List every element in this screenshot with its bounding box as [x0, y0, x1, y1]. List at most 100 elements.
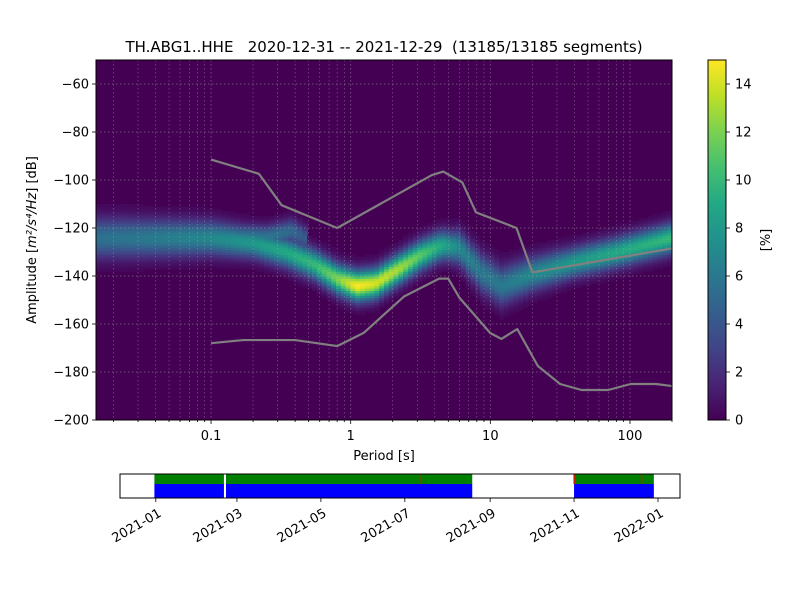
heatmap-cell [297, 225, 303, 229]
heatmap-cell [542, 242, 548, 246]
heatmap-cell [355, 268, 361, 272]
heatmap-cell [422, 273, 428, 277]
heatmap-cell [153, 264, 159, 267]
heatmap-cell [321, 268, 327, 272]
heatmap-cell [460, 271, 467, 275]
heatmap-cell [504, 290, 510, 294]
heatmap-cell [340, 288, 347, 291]
heatmap-cell [384, 273, 390, 277]
heatmap-cell [360, 273, 366, 277]
heatmap-cell [187, 266, 193, 270]
heatmap-cell [158, 230, 164, 234]
y-tick-label: −160 [53, 318, 89, 333]
heatmap-cell [297, 230, 303, 234]
heatmap-cell [556, 273, 563, 277]
heatmap-cell [139, 261, 145, 265]
heatmap-cell [465, 283, 471, 287]
heatmap-cell [388, 254, 395, 258]
heatmap-cell [340, 297, 347, 301]
heatmap-cell [576, 271, 582, 275]
heatmap-cell [216, 256, 222, 260]
heatmap-cell [427, 249, 433, 253]
heatmap-cell [158, 256, 164, 260]
heatmap-cell [100, 237, 107, 241]
heatmap-cell [470, 273, 476, 277]
heatmap-cell [590, 273, 596, 277]
heatmap-cell [120, 237, 126, 241]
heatmap-cell [312, 240, 318, 243]
heatmap-cell [595, 252, 601, 255]
heatmap-cell [408, 268, 414, 272]
heatmap-cell [182, 249, 188, 253]
heatmap-cell [600, 235, 606, 239]
heatmap-cell [355, 290, 361, 294]
heatmap-cell [278, 247, 284, 251]
heatmap-cell [556, 268, 563, 272]
heatmap-cell [446, 240, 452, 243]
heatmap-cell [206, 261, 212, 265]
heatmap-cell [393, 249, 399, 253]
heatmap-cell [432, 273, 438, 277]
heatmap-cell [460, 240, 467, 243]
heatmap-cell [489, 292, 495, 296]
heatmap-cell [244, 230, 251, 234]
heatmap-cell [643, 237, 649, 241]
heatmap-cell [523, 273, 529, 277]
heatmap-cell [129, 230, 135, 234]
heatmap-cell [182, 216, 188, 219]
heatmap-cell [508, 285, 515, 289]
heatmap-cell [129, 268, 135, 272]
y-tick-label: −200 [53, 414, 89, 429]
heatmap-cell [230, 266, 236, 270]
heatmap-cell [600, 254, 606, 258]
heatmap-cell [345, 283, 351, 287]
heatmap-cell [489, 290, 495, 294]
heatmap-cell [259, 259, 265, 263]
heatmap-cell [105, 261, 111, 265]
heatmap-cell [379, 249, 385, 253]
heatmap-cell [360, 295, 366, 299]
x-tick-label: 10 [482, 429, 499, 444]
heatmap-cell [96, 216, 102, 219]
heatmap-cell [508, 261, 515, 265]
heatmap-cell [264, 266, 270, 270]
heatmap-cell [547, 252, 553, 255]
heatmap-cell [456, 256, 462, 260]
heatmap-cell [187, 218, 193, 222]
heatmap-cell [600, 261, 606, 265]
heatmap-cell [316, 273, 323, 277]
heatmap-cell [456, 244, 462, 248]
heatmap-cell [302, 230, 308, 234]
heatmap-cell [360, 288, 366, 291]
heatmap-cell [264, 254, 270, 258]
heatmap-cell [643, 232, 649, 236]
heatmap-cell [235, 252, 241, 255]
heatmap-cell [230, 254, 236, 258]
heatmap-cell [182, 208, 188, 212]
heatmap-cell [652, 256, 659, 260]
heatmap-cell [235, 242, 241, 246]
heatmap-cell [441, 218, 447, 222]
heatmap-cell [532, 283, 539, 287]
heatmap-cell [460, 225, 467, 229]
heatmap-cell [499, 314, 505, 318]
heatmap-cell [379, 271, 385, 275]
heatmap-cell [273, 228, 279, 231]
heatmap-cell [427, 259, 433, 263]
heatmap-cell [211, 237, 217, 241]
heatmap-cell [633, 266, 639, 270]
heatmap-cell [129, 237, 135, 241]
heatmap-cell [336, 304, 342, 308]
heatmap-cell [494, 256, 500, 260]
heatmap-cell [542, 295, 548, 299]
heatmap-cell [465, 271, 471, 275]
heatmap-cell [388, 264, 395, 267]
heatmap-cell [528, 300, 534, 303]
heatmap-cell [465, 268, 471, 272]
heatmap-cell [571, 247, 577, 251]
heatmap-cell [657, 216, 663, 219]
heatmap-cell [249, 216, 255, 219]
heatmap-cell [552, 271, 558, 275]
heatmap-cell [643, 242, 649, 246]
heatmap-cell [331, 256, 337, 260]
